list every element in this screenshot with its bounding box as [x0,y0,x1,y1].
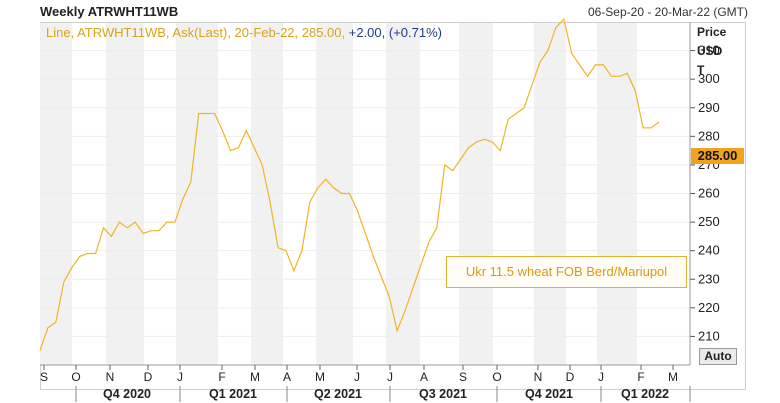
axis-title-price: Price [697,25,727,39]
y-tick-label: 240 [698,243,720,258]
x-month-label: S [459,370,467,384]
annotation-box: Ukr 11.5 wheat FOB Berd/Mariupol [446,256,687,288]
legend: Line, ATRWHT11WB, Ask(Last), 20-Feb-22, … [46,25,442,40]
axis-title-unit: T [697,63,705,77]
x-month-label: O [71,370,80,384]
legend-change: +2.00, (+0.71%) [345,25,442,40]
y-tick-label: 280 [698,128,720,143]
y-tick-label: 210 [698,328,720,343]
x-quarter-label: Q4 2021 [525,387,573,401]
x-month-label: J [354,370,360,384]
x-month-label: D [144,370,153,384]
chart-title: Weekly ATRWHT11WB [40,4,179,19]
x-quarter-label: Q1 2021 [209,387,257,401]
x-quarter-label: Q3 2021 [419,387,467,401]
y-tick-label: 300 [698,71,720,86]
x-month-label: A [420,370,428,384]
y-tick-label: 310 [698,43,720,58]
x-month-label: F [637,370,644,384]
auto-scale-button[interactable]: Auto [699,348,737,365]
x-quarter-label: Q2 2021 [314,387,362,401]
x-month-label: M [315,370,325,384]
x-month-label: A [283,370,291,384]
x-axis: S O N D J F M A M J J A S O N D J F M Q4 2020 Q1 2021 Q2 2021… [40,364,691,402]
x-month-label: N [534,370,543,384]
x-quarter-label: Q1 2022 [621,387,669,401]
x-month-label: S [40,370,48,384]
y-tick-label: 290 [698,100,720,115]
x-month-label: F [218,370,225,384]
date-range: 06-Sep-20 - 20-Mar-22 (GMT) [587,5,748,19]
x-month-label: J [598,370,604,384]
x-month-label: J [387,370,393,384]
x-month-label: D [566,370,575,384]
y-tick-label: 230 [698,271,720,286]
price-line [39,17,660,351]
y-tick-label: 260 [698,186,720,201]
y-tick-label: 250 [698,214,720,229]
x-month-label: M [668,370,678,384]
axis-title-currency: USD [697,44,723,58]
legend-text: Line, ATRWHT11WB, Ask(Last), 20-Feb-22, … [46,25,346,40]
x-month-label: J [177,370,183,384]
last-price-tag: 285.00 [691,148,744,164]
y-tick-label: 220 [698,300,720,315]
x-quarter-label: Q4 2020 [103,387,151,401]
x-month-label: N [106,370,115,384]
x-month-label: M [250,370,260,384]
gridlines [40,50,690,337]
x-month-label: O [492,370,501,384]
